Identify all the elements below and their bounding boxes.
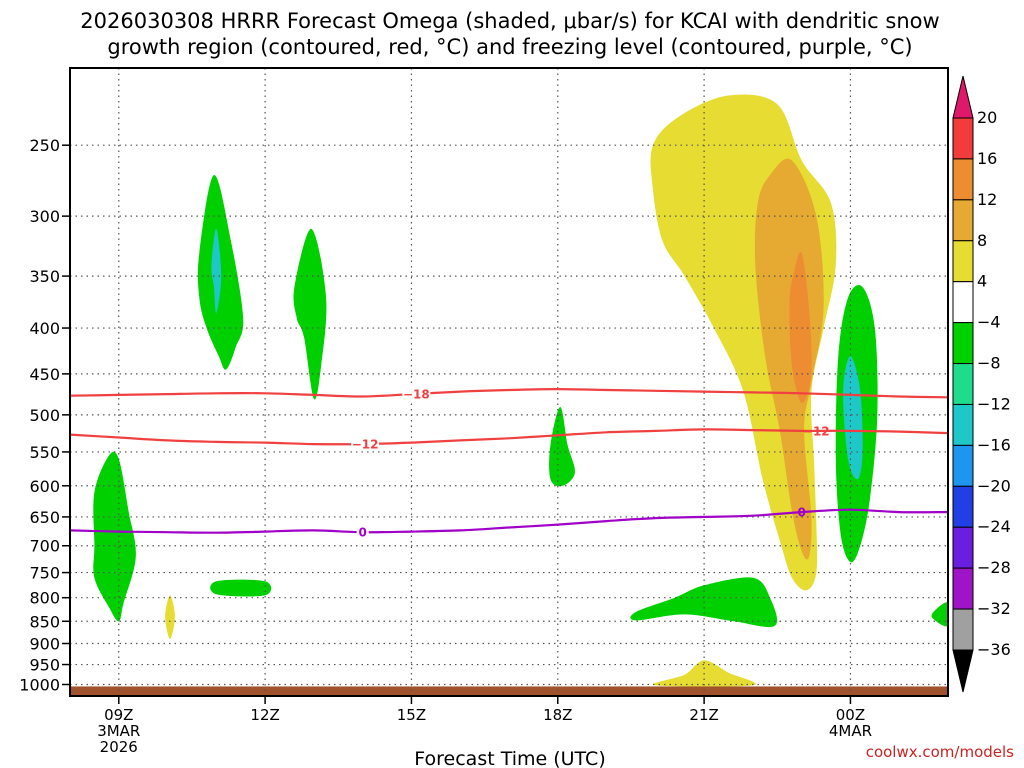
green-rect-11z-low (210, 579, 272, 597)
colorbar-box--32 (952, 567, 974, 610)
x-tick-label-09Z: 09Z (104, 706, 133, 724)
colorbar-box--36 (952, 608, 974, 651)
y-tick-label-500: 500 (29, 406, 60, 425)
colorbar-bottom-arrow (952, 649, 974, 693)
x-tick-date-00Z: 4MAR (829, 722, 872, 740)
x-tick-label-21Z: 21Z (689, 706, 718, 724)
grid-lines (70, 68, 948, 696)
y-tick-label-550: 550 (29, 443, 60, 462)
dgz-minus-18-label-bg (402, 386, 431, 401)
green-blob-9z-low (93, 451, 136, 622)
y-tick-label-1000: 1000 (19, 676, 60, 695)
colorbar-label--24: −24 (977, 517, 1011, 536)
cyan-blob-00z (843, 356, 863, 480)
colorbar-label--16: −16 (977, 435, 1011, 454)
y-tick-label-250: 250 (29, 136, 60, 155)
colorbar-box--16 (952, 403, 974, 446)
colorbar-box--8 (952, 322, 974, 365)
dgz-minus-18-label: −18 (403, 387, 430, 401)
freezing-level-label: 0 (358, 526, 366, 540)
ground-surface (70, 686, 948, 696)
y-tick-label-350: 350 (29, 267, 60, 286)
colorbar-label--36: −36 (977, 640, 1011, 659)
x-tick-label-12Z: 12Z (250, 706, 279, 724)
x-tick-label-15Z: 15Z (397, 706, 426, 724)
colorbar-label--8: −8 (977, 354, 1001, 373)
colorbar-label--4: −4 (977, 313, 1001, 332)
omega-colorbar: 20 16 12 8 4 −4 −8 −12 −16 −20 −24 −28 −32 −36 (952, 75, 1011, 693)
green-blob-18z (549, 407, 575, 487)
y-tick-label-900: 900 (29, 635, 60, 654)
dgz-minus-12-label-bg (351, 436, 380, 451)
y-tick-label-450: 450 (29, 365, 60, 384)
colorbar-box--20 (952, 444, 974, 487)
colorbar-label--28: −28 (977, 558, 1011, 577)
chart-title-line1: 2026030308 HRRR Forecast Omega (shaded, … (80, 9, 939, 33)
x-tick-label-18Z: 18Z (543, 706, 572, 724)
colorbar-top-arrow (952, 75, 974, 119)
colorbar-label-16: 16 (977, 149, 997, 168)
freezing-level-label-bg (356, 525, 369, 540)
y-tick-label-300: 300 (29, 207, 60, 226)
dgz-minus-12-line (70, 428, 948, 446)
colorbar-box--24 (952, 485, 974, 528)
credit-link[interactable]: coolwx.com/models (866, 743, 1014, 761)
colorbar-box-16 (952, 117, 974, 160)
plot-frame (69, 67, 949, 697)
dgz-minus-12-label-2: −12 (803, 424, 830, 438)
colorbar-box-4 (952, 240, 974, 283)
colorbar-label-12: 12 (977, 190, 997, 209)
x-tick-label-00Z: 00Z (836, 706, 865, 724)
colorbar-label-4: 4 (977, 272, 987, 291)
y-tick-label-950: 950 (29, 656, 60, 675)
colorbar-box--12 (952, 363, 974, 405)
darkorange-core-23z (789, 251, 812, 404)
colorbar-box-8 (952, 199, 974, 242)
colorbar-box--4 (952, 281, 974, 324)
dgz-minus-12-label: −12 (352, 437, 379, 451)
green-spot-01z (931, 602, 948, 627)
colorbar-label-8: 8 (977, 231, 987, 250)
colorbar-label--12: −12 (977, 394, 1011, 413)
y-tick-label-850: 850 (29, 612, 60, 631)
x-tick-date-09Z: 3MAR (97, 722, 140, 740)
freezing-level-label-2: 0 (797, 506, 805, 520)
freezing-level-line (70, 508, 948, 534)
colorbar-box--28 (952, 526, 974, 569)
y-tick-label-700: 700 (29, 537, 60, 556)
y-tick-label-650: 650 (29, 508, 60, 527)
y-tick-label-800: 800 (29, 589, 60, 608)
temperature-contours (70, 387, 948, 534)
colorbar-label-20: 20 (977, 108, 997, 127)
colorbar-label--32: −32 (977, 599, 1011, 618)
orange-main-22z (754, 158, 824, 560)
x-axis-title: Forecast Time (UTC) (414, 748, 605, 768)
green-blob-13z (293, 228, 327, 400)
colorbar-box-12 (952, 158, 974, 201)
dgz-minus-18-line (70, 387, 948, 399)
chart-title-line2: growth region (contoured, red, °C) and f… (107, 35, 912, 59)
contour-labels: −18 −12 −12 0 0 (351, 386, 830, 540)
omega-shaded-regions (93, 94, 948, 687)
y-tick-label-400: 400 (29, 319, 60, 338)
x-tick-year-09Z: 2026 (100, 738, 138, 756)
colorbar-label--20: −20 (977, 476, 1011, 495)
pressure-axis: 250 300 350 400 450 500 550 600 650 700 750 800 850 9… (19, 136, 70, 695)
cyan-blob-11z (211, 228, 222, 314)
y-tick-label-750: 750 (29, 564, 60, 583)
yellow-spot-10z (165, 595, 175, 640)
y-tick-label-600: 600 (29, 477, 60, 496)
